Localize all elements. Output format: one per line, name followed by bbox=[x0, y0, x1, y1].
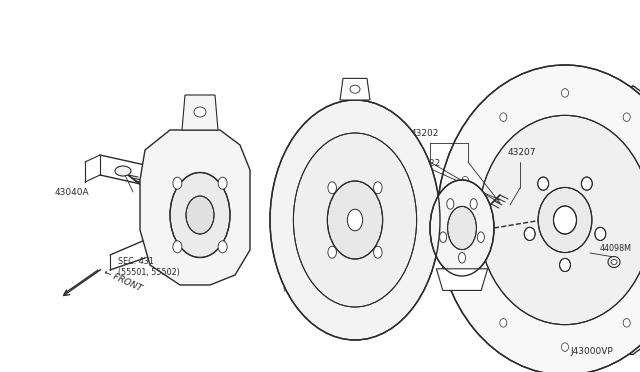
Text: (44020, 44030): (44020, 44030) bbox=[283, 283, 344, 292]
Ellipse shape bbox=[348, 209, 363, 231]
Ellipse shape bbox=[470, 199, 477, 209]
Ellipse shape bbox=[581, 177, 592, 190]
Ellipse shape bbox=[173, 177, 182, 189]
Ellipse shape bbox=[328, 181, 383, 259]
Ellipse shape bbox=[293, 133, 417, 307]
Ellipse shape bbox=[559, 259, 570, 272]
Text: ← FRONT: ← FRONT bbox=[102, 267, 143, 293]
Ellipse shape bbox=[538, 177, 548, 190]
Ellipse shape bbox=[350, 85, 360, 93]
Ellipse shape bbox=[328, 182, 337, 194]
Ellipse shape bbox=[437, 65, 640, 372]
Text: SEC. 441: SEC. 441 bbox=[283, 273, 319, 282]
Ellipse shape bbox=[218, 241, 227, 253]
Ellipse shape bbox=[611, 260, 617, 264]
Text: (55501, 55502): (55501, 55502) bbox=[118, 267, 180, 276]
Ellipse shape bbox=[500, 318, 507, 327]
Polygon shape bbox=[436, 269, 488, 291]
Ellipse shape bbox=[170, 173, 230, 257]
Ellipse shape bbox=[524, 227, 535, 240]
Ellipse shape bbox=[430, 180, 494, 276]
Ellipse shape bbox=[270, 100, 440, 340]
Ellipse shape bbox=[458, 253, 465, 263]
Ellipse shape bbox=[461, 255, 468, 263]
Text: 44098M: 44098M bbox=[600, 244, 632, 253]
Text: J43000VP: J43000VP bbox=[570, 347, 612, 356]
Ellipse shape bbox=[608, 257, 620, 267]
Text: SEC. 431: SEC. 431 bbox=[118, 257, 154, 266]
Text: 43207: 43207 bbox=[508, 148, 536, 157]
Polygon shape bbox=[182, 95, 218, 130]
Ellipse shape bbox=[477, 232, 484, 243]
Ellipse shape bbox=[194, 107, 206, 117]
Ellipse shape bbox=[374, 246, 382, 258]
Ellipse shape bbox=[115, 166, 131, 176]
Ellipse shape bbox=[447, 199, 454, 209]
Ellipse shape bbox=[186, 196, 214, 234]
Ellipse shape bbox=[461, 176, 468, 185]
Ellipse shape bbox=[440, 232, 447, 243]
Text: 43202: 43202 bbox=[411, 128, 439, 138]
Ellipse shape bbox=[561, 343, 568, 352]
Ellipse shape bbox=[479, 115, 640, 325]
Ellipse shape bbox=[623, 113, 630, 121]
Ellipse shape bbox=[595, 227, 605, 240]
Ellipse shape bbox=[328, 246, 337, 258]
Polygon shape bbox=[340, 78, 370, 100]
Ellipse shape bbox=[554, 206, 577, 234]
Ellipse shape bbox=[173, 241, 182, 253]
Ellipse shape bbox=[374, 182, 382, 194]
Ellipse shape bbox=[561, 89, 568, 97]
Ellipse shape bbox=[538, 187, 592, 253]
Ellipse shape bbox=[447, 206, 476, 250]
Text: 43222: 43222 bbox=[413, 158, 441, 167]
Text: 43040A: 43040A bbox=[55, 187, 90, 196]
Ellipse shape bbox=[218, 177, 227, 189]
Polygon shape bbox=[140, 130, 250, 285]
Ellipse shape bbox=[623, 318, 630, 327]
Ellipse shape bbox=[500, 113, 507, 121]
